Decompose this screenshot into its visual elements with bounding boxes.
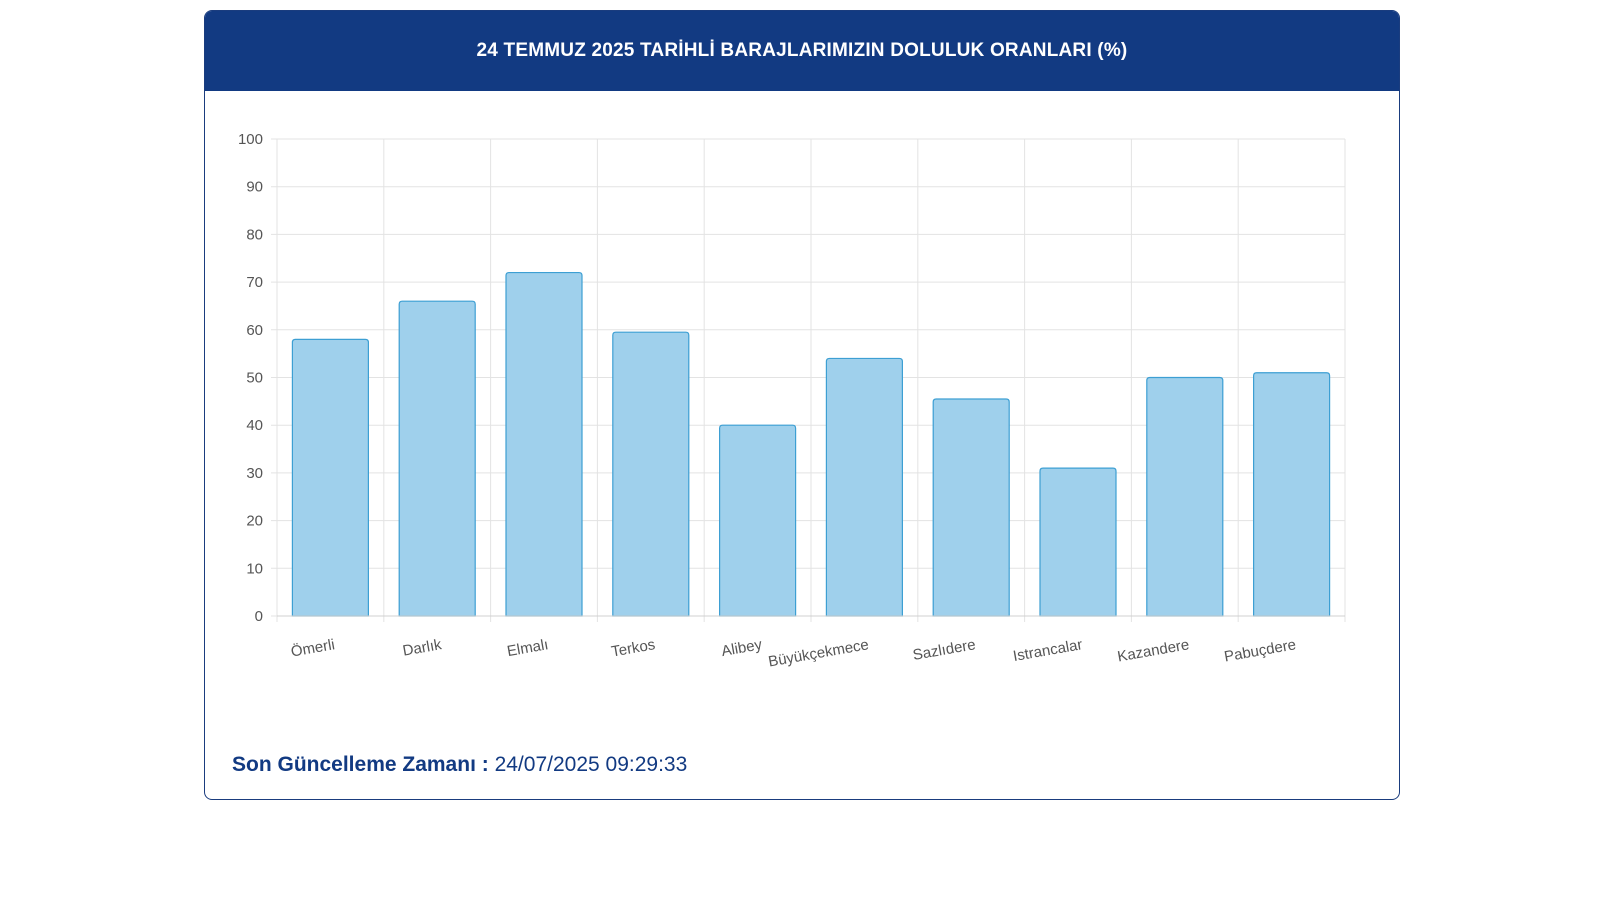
y-tick-label: 50 <box>246 370 263 387</box>
bar-chart: 0 10 20 30 40 50 60 70 80 90 100 Ömerli Darlık Elmalı… <box>238 131 1346 671</box>
x-tick-label: Ömerli <box>289 635 336 660</box>
x-tick-label: Terkos <box>610 636 656 660</box>
x-tick-label: Büyükçekmece <box>767 636 870 670</box>
chart-card: 24 TEMMUZ 2025 TARİHLİ BARAJLARIMIZIN DO… <box>204 10 1400 800</box>
last-update: Son Güncelleme Zamanı : 24/07/2025 09:29… <box>232 753 687 777</box>
bar <box>1039 467 1117 617</box>
x-tick-label: Elmalı <box>506 636 550 660</box>
bar <box>505 271 583 617</box>
y-tick-label: 100 <box>238 131 263 148</box>
last-update-label: Son Güncelleme Zamanı : <box>232 753 489 776</box>
y-tick-label: 0 <box>255 608 263 625</box>
y-tick-label: 90 <box>246 179 263 196</box>
bar <box>1253 372 1331 617</box>
y-tick-label: 40 <box>246 417 263 434</box>
bar <box>825 357 903 617</box>
bar <box>291 338 369 617</box>
bar <box>398 300 476 617</box>
bar <box>1146 376 1224 617</box>
card-header: 24 TEMMUZ 2025 TARİHLİ BARAJLARIMIZIN DO… <box>205 11 1399 91</box>
last-update-timestamp: 24/07/2025 09:29:33 <box>494 753 688 776</box>
x-tick-label: Darlık <box>401 636 443 660</box>
y-tick-label: 70 <box>246 274 263 291</box>
y-tick-label: 20 <box>246 513 263 530</box>
y-tick-label: 60 <box>246 322 263 339</box>
x-tick-label: Kazandere <box>1116 636 1190 665</box>
x-tick-label: Pabuçdere <box>1223 636 1297 665</box>
y-tick-label: 10 <box>246 560 263 577</box>
chart-title: 24 TEMMUZ 2025 TARİHLİ BARAJLARIMIZIN DO… <box>476 40 1128 61</box>
bar <box>719 424 797 617</box>
x-tick-label: Sazlıdere <box>912 636 977 664</box>
y-tick-label: 80 <box>246 226 263 243</box>
x-tick-label: Alibey <box>720 636 764 660</box>
x-tick-label: Istrancalar <box>1012 636 1084 665</box>
y-tick-label: 30 <box>246 465 263 482</box>
bar <box>932 398 1010 617</box>
bar <box>612 331 690 617</box>
